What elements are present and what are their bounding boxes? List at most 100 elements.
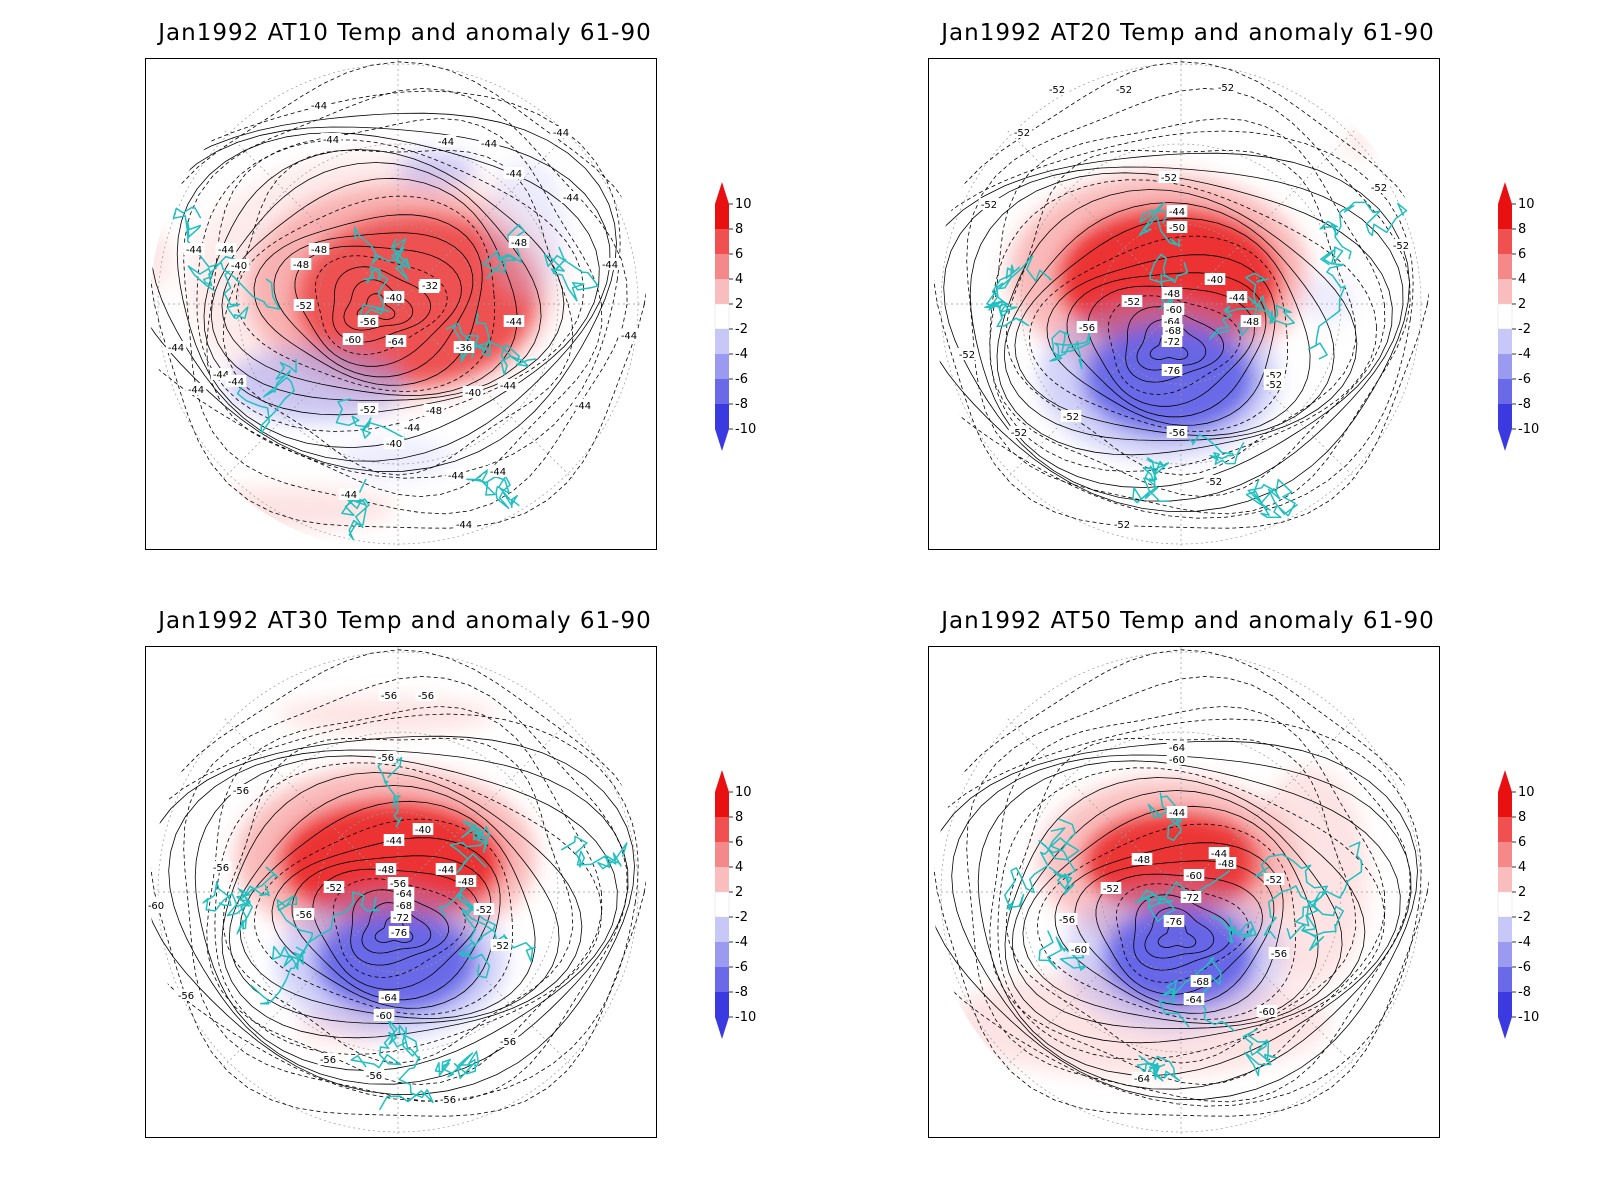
coastline (341, 478, 370, 541)
contour-line (1136, 319, 1207, 371)
contour-label-group: -72 (1180, 891, 1202, 904)
panel-title: Jan1992 AT50 Temp and anomaly 61-90 (941, 608, 1435, 634)
contour-line (1036, 823, 1297, 1020)
contour-label-group: -56 (175, 989, 197, 1002)
contour-label: -56 (178, 991, 194, 1002)
contour-label: -44 (1169, 808, 1185, 819)
contour-line (1133, 894, 1233, 971)
contour-label: -44 (323, 135, 339, 146)
contour-label-group: -56 (1076, 321, 1098, 334)
contour-line (271, 837, 501, 1009)
contour-label-bg (1113, 83, 1135, 95)
contour-line (176, 132, 600, 449)
contour-label: -52 (1114, 520, 1130, 531)
contour-label: -52 (1014, 128, 1030, 139)
contour-label-group: -56 (1166, 426, 1188, 439)
contour-label-group: -52 (1390, 239, 1412, 252)
contour-label-group: -56 (378, 689, 400, 702)
contour-label: -60 (1186, 871, 1202, 882)
coastline (358, 266, 390, 319)
contour-label-bg (1268, 947, 1290, 959)
contour-labels: -64-60-44-44-48 -48-60 -52-52-72-56 -76-60-… (1056, 741, 1290, 1085)
contour-line (343, 279, 414, 331)
contour-label-group: -52 (1203, 475, 1225, 488)
contour-label-group: -68 (1190, 975, 1212, 988)
contour-label: -44 (311, 101, 327, 112)
colorbar-segment (715, 404, 729, 429)
panel-title: Jan1992 AT20 Temp and anomaly 61-90 (941, 20, 1435, 46)
contour-line (951, 754, 1412, 1090)
colorbar-label: 10 (735, 785, 752, 800)
contour-label: -48 (293, 260, 309, 271)
contour-label-group: -44 (1166, 205, 1188, 218)
coastline (458, 905, 537, 963)
contour-line (1004, 777, 1366, 1044)
contour-label: -76 (1164, 366, 1180, 377)
coastlines (172, 206, 599, 541)
contour-label-group: -52 (1111, 518, 1133, 531)
contour-label-bg (1131, 853, 1153, 865)
contour-line (1125, 306, 1225, 383)
colorbar-segment (1498, 817, 1512, 842)
contour-label: -44 (553, 128, 569, 139)
colorbar-arrow-down (715, 1017, 729, 1039)
contour-line (1005, 737, 1357, 1064)
contour-label-bg (1166, 426, 1188, 438)
contour-label: -44 (218, 245, 234, 256)
contour-line (1144, 907, 1215, 959)
contour-label: -44 (500, 381, 516, 392)
contour-label-bg (228, 259, 250, 271)
contour-label: -52 (1116, 85, 1132, 96)
contour-label-group: -44 (453, 518, 475, 531)
contour-label: -68 (396, 901, 412, 912)
colorbar-label: -8 (735, 985, 748, 1000)
contour-label-bg (1076, 321, 1098, 333)
colorbar-segment (715, 229, 729, 254)
contour-label-bg (185, 383, 207, 395)
colorbar-label: -8 (1518, 397, 1531, 412)
coastline (986, 255, 1052, 313)
anomaly-blob (236, 767, 536, 947)
coastline (465, 467, 520, 510)
coastline (476, 312, 537, 376)
colorbar-label: 8 (735, 222, 743, 237)
contour-label-group: -52 (1011, 126, 1033, 139)
contour-line (196, 139, 585, 432)
contour-line (1005, 149, 1357, 476)
contour-label-bg (978, 198, 1000, 210)
contour-label-bg (435, 135, 457, 147)
contour-label-group: -60 (1068, 943, 1090, 956)
contour-label: -60 (376, 1011, 392, 1022)
contour-label-group: -52 (1215, 81, 1237, 94)
contour-label-group: -76 (1161, 364, 1183, 377)
colorbar-label: -2 (1518, 322, 1531, 337)
coastline (1319, 201, 1408, 260)
colorbar-label: 2 (735, 885, 743, 900)
anomaly-colorbar: 10 8 6 4 2 -2 -4 -6 -8 -10 (705, 182, 785, 462)
contour-label-bg (1203, 475, 1225, 487)
contour-line (989, 118, 1386, 498)
colorbar-segment (1498, 967, 1512, 992)
contour-label: -44 (490, 467, 506, 478)
contour-label-bg (508, 236, 530, 248)
contour-line (933, 130, 1414, 519)
contour-label-bg (1166, 753, 1188, 765)
contour-label-group: -44 (1166, 806, 1188, 819)
panel-title: Jan1992 AT10 Temp and anomaly 61-90 (158, 20, 652, 46)
colorbar-label: 8 (735, 810, 743, 825)
colorbar-label: 10 (1518, 785, 1535, 800)
contour-label-group: -50 (1166, 221, 1188, 234)
contour-label-bg (462, 386, 484, 398)
colorbar-segment (1498, 354, 1512, 379)
contour-line (183, 675, 628, 1103)
contour-label-group: -40 (383, 437, 405, 450)
map-content (933, 647, 1429, 1137)
contour-label-group: -44 (165, 341, 187, 354)
contour-label-bg (1046, 83, 1068, 95)
contour-label-bg (1390, 239, 1412, 251)
contour-label: -44 (404, 423, 420, 434)
contour-label-group: -44 (503, 167, 525, 180)
contour-label-group: -44 (478, 137, 500, 150)
contour-label-bg (393, 887, 415, 899)
colorbar-arrow-up (1498, 182, 1512, 204)
